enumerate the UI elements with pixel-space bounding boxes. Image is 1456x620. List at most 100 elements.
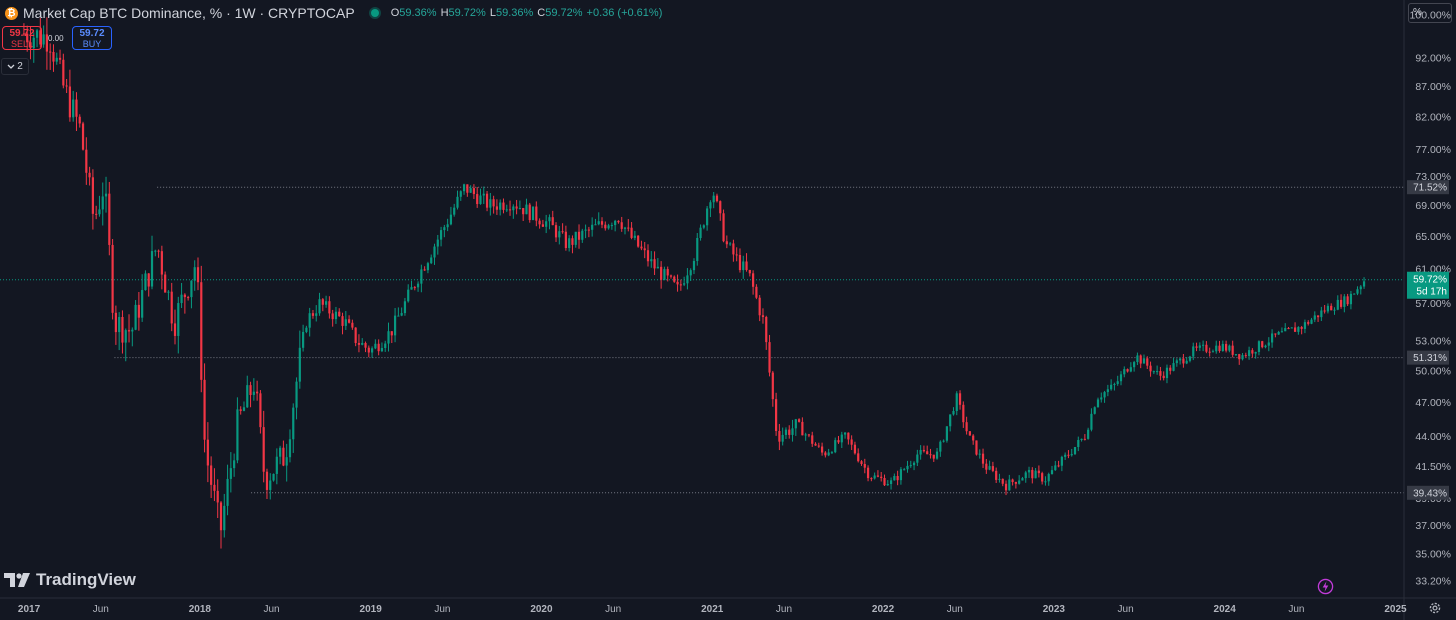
candle-body <box>998 478 1001 480</box>
candle-body <box>633 235 636 238</box>
candle-body <box>791 428 794 435</box>
y-tick-label: 50.00% <box>1415 365 1451 377</box>
time-axis[interactable]: 2017 Jun 2018 Jun 2019 Jun 2020 Jun 2021 Jun 2022 J… <box>0 597 1456 615</box>
candle-body <box>472 188 476 195</box>
candle-body <box>607 225 610 229</box>
candle-body <box>32 37 35 49</box>
candle-body <box>935 451 939 459</box>
candle-body <box>1034 470 1037 479</box>
candle-body <box>949 414 952 427</box>
candle-body <box>1280 331 1284 333</box>
candle-body <box>640 246 643 249</box>
candle-body <box>390 331 393 336</box>
x-tick-label: 2020 <box>530 604 553 615</box>
candle-body <box>995 470 998 480</box>
candle-body <box>242 407 246 411</box>
candle-body <box>742 261 745 271</box>
candle-body <box>975 440 978 455</box>
buy-label: BUY <box>82 39 102 49</box>
level-tag-label: 51.31% <box>1413 353 1447 364</box>
tradingview-logo[interactable]: TradingView <box>4 570 136 590</box>
candle-body <box>715 195 719 202</box>
candle-body <box>81 123 85 150</box>
candle-body <box>919 449 922 455</box>
candle-body <box>709 202 712 209</box>
candle-body <box>285 457 288 466</box>
candle-body <box>180 294 183 304</box>
candle-body <box>873 475 876 479</box>
candle-body <box>347 319 351 323</box>
candle-body <box>26 33 29 43</box>
ohlc-high: H59.72% <box>440 7 486 19</box>
candle-body <box>706 208 709 226</box>
candle-body <box>187 297 190 299</box>
candle-body <box>732 243 735 255</box>
candle-body <box>469 188 472 193</box>
candle-body <box>1264 345 1267 348</box>
candle-body <box>91 177 94 214</box>
indicator-count: 2 <box>17 61 23 72</box>
candle-body <box>683 283 686 285</box>
candle-body <box>814 443 817 446</box>
candle-body <box>42 34 45 45</box>
candle-body <box>124 330 127 343</box>
candle-body <box>1287 328 1290 330</box>
lightning-icon[interactable] <box>1317 578 1334 595</box>
gear-icon[interactable] <box>1428 601 1442 615</box>
candle-body <box>55 57 58 62</box>
candle-body <box>1027 469 1031 473</box>
candle-body <box>617 220 620 223</box>
candle-body <box>1192 346 1195 357</box>
candle-body <box>531 206 535 221</box>
candle-body <box>942 440 945 442</box>
candle-body <box>357 342 361 345</box>
candle-body <box>1103 392 1106 398</box>
candle-body <box>302 331 305 348</box>
candle-body <box>824 452 827 456</box>
candle-body <box>1175 360 1178 364</box>
candle-body <box>781 434 784 442</box>
buy-button[interactable]: 59.72 BUY <box>72 26 112 50</box>
candle-body <box>295 381 298 408</box>
candle-body <box>1244 355 1247 357</box>
x-tick-label: Jun <box>1288 604 1304 615</box>
candle-body <box>1050 470 1054 475</box>
candle-body <box>183 294 186 298</box>
scale-unit-button[interactable]: % <box>1408 3 1452 23</box>
candle-body <box>1004 483 1008 491</box>
y-tick-label: 41.50% <box>1415 461 1451 473</box>
candle-body <box>991 466 994 471</box>
candle-body <box>380 348 384 352</box>
candle-body <box>1316 315 1320 318</box>
candle-body <box>265 471 269 490</box>
candle-body <box>600 221 604 225</box>
candle-body <box>364 342 367 348</box>
candle-body <box>965 422 968 432</box>
sell-button[interactable]: 59.72 SELL <box>2 26 42 50</box>
candle-body <box>98 209 101 215</box>
candle-body <box>141 290 144 318</box>
candle-body <box>384 343 387 349</box>
candle-body <box>673 276 676 282</box>
candle-body <box>702 225 705 228</box>
indicators-collapse-button[interactable]: 2 <box>1 58 29 75</box>
candle-body <box>1208 351 1211 353</box>
ohlc-change: +0.36 (+0.61%) <box>586 7 663 19</box>
candle-body <box>1083 438 1086 440</box>
candle-body <box>909 465 912 467</box>
candle-body <box>325 301 328 305</box>
candle-body <box>75 99 78 117</box>
level-tag-label: 71.52% <box>1413 183 1447 194</box>
candle-body <box>581 230 584 240</box>
candle-body <box>1257 341 1261 352</box>
candle-body <box>847 432 850 440</box>
candle-body <box>1123 369 1126 375</box>
candle-body <box>367 347 370 353</box>
candle-body <box>1353 293 1356 295</box>
candle-body <box>738 254 742 271</box>
symbol-title[interactable]: Market Cap BTC Dominance, % · 1W · CRYPT… <box>23 5 355 21</box>
chart-legend-header: ₿ Market Cap BTC Dominance, % · 1W · CRY… <box>0 4 666 22</box>
candle-body <box>426 263 430 271</box>
price-axis[interactable]: 100.00% 92.00% 87.00% 82.00% 77.00% 73.00% 69.… <box>1403 0 1451 620</box>
